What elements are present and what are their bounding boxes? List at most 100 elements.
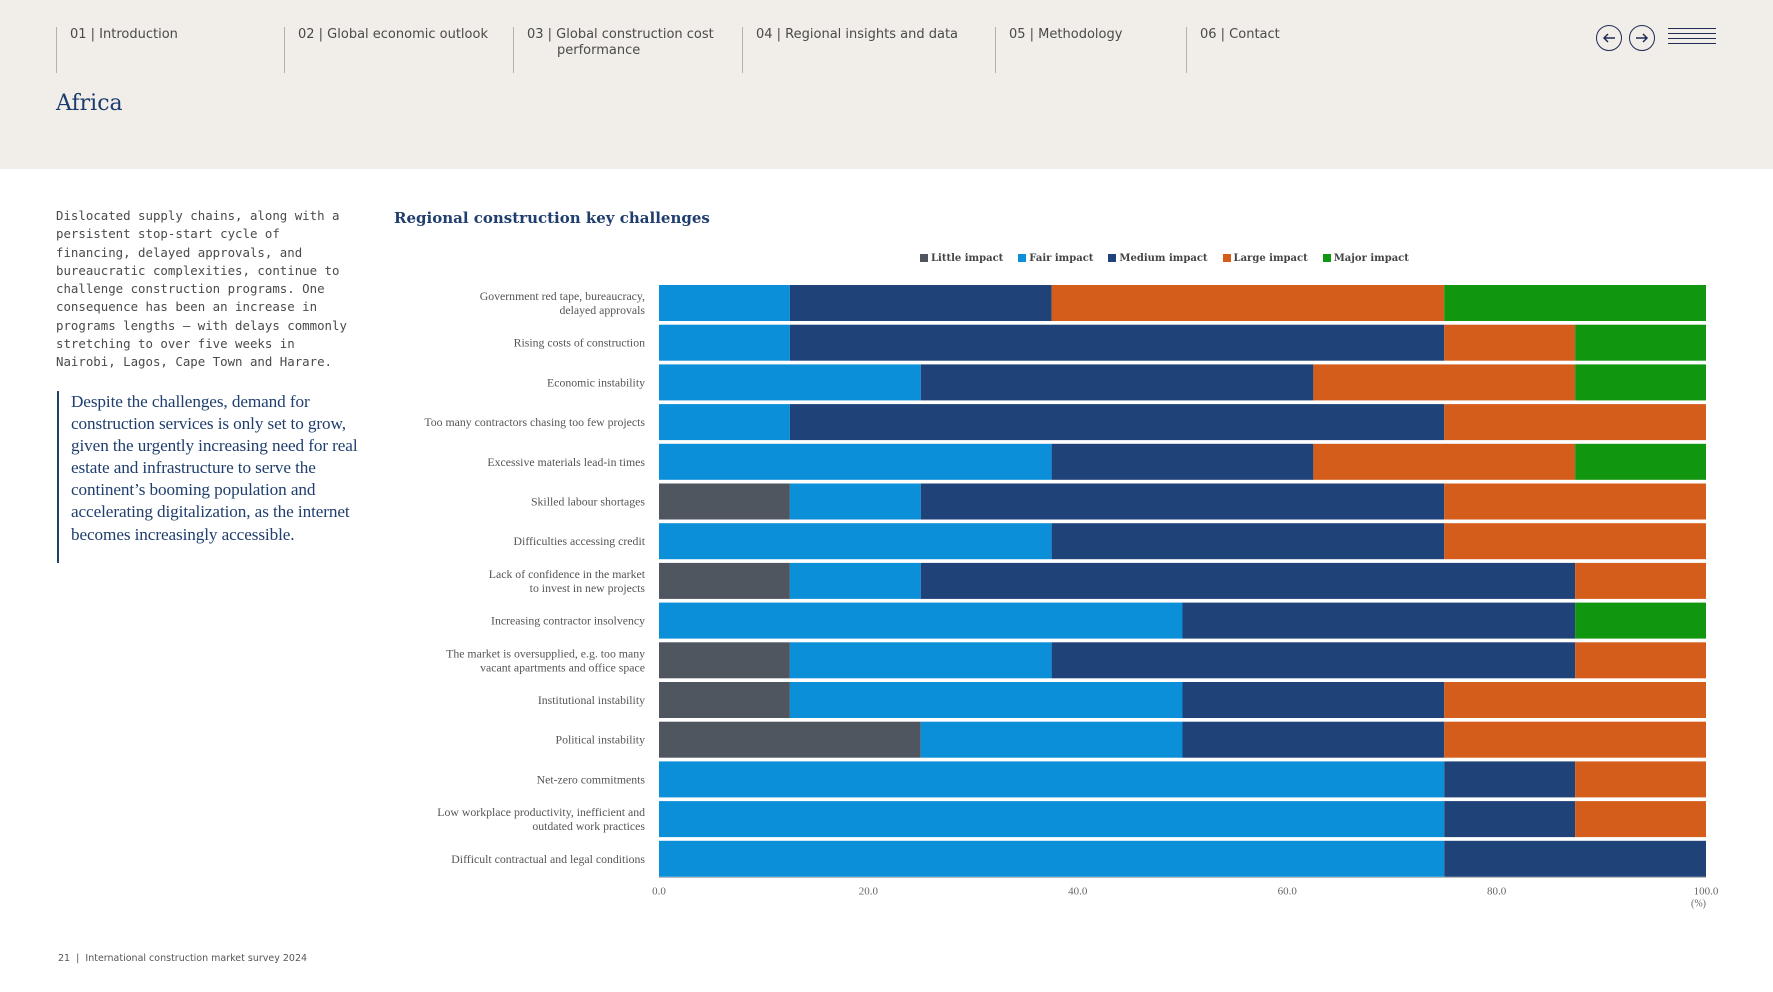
nav-item-contact[interactable]: 06 | Contact bbox=[1186, 27, 1336, 73]
bar-segment-fair bbox=[659, 840, 1445, 877]
bar-segment-fair bbox=[659, 602, 1183, 639]
bar-segment-large bbox=[1575, 642, 1706, 679]
bar-segment-fair bbox=[659, 443, 1052, 480]
nav-label-cont: performance bbox=[557, 43, 641, 58]
page-title: Africa bbox=[56, 91, 123, 116]
bar-segment-large bbox=[1313, 443, 1576, 480]
category-label: Too many contractors chasing too few pro… bbox=[424, 415, 645, 429]
bar-segment-large bbox=[1444, 523, 1706, 560]
footer-publication: International construction market survey… bbox=[85, 953, 308, 964]
legend-label: Major impact bbox=[1333, 252, 1409, 264]
bar-segment-large bbox=[1444, 721, 1706, 758]
category-label: outdated work practices bbox=[532, 819, 645, 833]
bar-segment-medium bbox=[789, 404, 1445, 441]
category-label: Skilled labour shortages bbox=[531, 495, 645, 509]
category-label: Low workplace productivity, inefficient … bbox=[437, 805, 645, 819]
nav-label: 06 | Contact bbox=[1200, 27, 1280, 42]
bar-segment-fair bbox=[659, 801, 1445, 838]
x-tick-label: 60.0 bbox=[1278, 886, 1298, 898]
x-tick-label: 0.0 bbox=[652, 886, 666, 898]
legend-swatch bbox=[1222, 254, 1231, 262]
bar-segment-medium bbox=[1444, 801, 1576, 838]
header-band: 01 | Introduction 02 | Global economic o… bbox=[0, 0, 1773, 169]
bar-segment-little bbox=[659, 562, 790, 599]
bar-segment-large bbox=[1575, 761, 1706, 798]
category-label: Difficulties accessing credit bbox=[514, 534, 646, 548]
bar-segment-little bbox=[659, 682, 790, 718]
bar-segment-medium bbox=[920, 562, 1576, 599]
nav-item-economic-outlook[interactable]: 02 | Global economic outlook bbox=[284, 27, 504, 73]
legend-label: Large impact bbox=[1233, 252, 1308, 264]
category-label: Government red tape, bureaucracy, bbox=[480, 289, 645, 303]
bar-segment-large bbox=[1575, 562, 1706, 599]
pull-quote-text: Despite the challenges, demand for const… bbox=[71, 392, 358, 544]
legend-item-medium: Medium impact bbox=[1108, 251, 1208, 265]
bar-segment-little bbox=[659, 721, 921, 758]
bar-segment-major bbox=[1444, 285, 1706, 321]
category-label: Economic instability bbox=[547, 375, 645, 389]
bar-segment-fair bbox=[789, 642, 1052, 679]
bar-segment-medium bbox=[1444, 761, 1576, 798]
next-page-button[interactable] bbox=[1629, 25, 1655, 51]
bar-segment-large bbox=[1575, 801, 1706, 838]
legend-swatch bbox=[1322, 254, 1331, 262]
legend-label: Little impact bbox=[931, 252, 1004, 264]
legend-swatch bbox=[920, 254, 928, 262]
intro-paragraph: Dislocated supply chains, along with a p… bbox=[56, 208, 347, 370]
bar-segment-little bbox=[659, 642, 790, 679]
nav-label: 04 | Regional insights and data bbox=[756, 27, 959, 42]
x-tick-label: 20.0 bbox=[859, 886, 879, 898]
chart-title: Regional construction key challenges bbox=[394, 209, 710, 227]
category-label: Net-zero commitments bbox=[537, 772, 646, 786]
previous-page-button[interactable] bbox=[1596, 25, 1622, 51]
bar-segment-fair bbox=[920, 721, 1183, 758]
category-label: Difficult contractual and legal conditio… bbox=[451, 852, 645, 866]
category-label: Lack of confidence in the market bbox=[489, 567, 646, 581]
bar-segment-large bbox=[1444, 324, 1576, 361]
pull-quote: Despite the challenges, demand for const… bbox=[57, 391, 369, 563]
nav-item-regional-insights[interactable]: 04 | Regional insights and data bbox=[742, 27, 972, 73]
bar-segment-medium bbox=[1051, 523, 1445, 560]
arrow-left-icon bbox=[1602, 33, 1615, 43]
bar-segment-fair bbox=[659, 404, 790, 441]
legend-item-major: Major impact bbox=[1322, 251, 1409, 265]
legend-swatch bbox=[1108, 254, 1117, 262]
category-label: Excessive materials lead-in times bbox=[487, 455, 645, 469]
bar-segment-little bbox=[659, 483, 790, 520]
bar-segment-major bbox=[1575, 324, 1706, 361]
menu-icon[interactable] bbox=[1668, 28, 1716, 50]
arrow-right-icon bbox=[1636, 33, 1649, 43]
bar-segment-medium bbox=[789, 285, 1052, 321]
bar-segment-medium bbox=[1182, 721, 1445, 758]
category-label: Political instability bbox=[556, 733, 646, 747]
category-label: Institutional instability bbox=[538, 693, 645, 707]
x-tick-label: 80.0 bbox=[1487, 886, 1507, 898]
legend-swatch bbox=[1018, 254, 1027, 262]
bar-segment-medium bbox=[920, 364, 1314, 401]
bar-segment-medium bbox=[1051, 443, 1314, 480]
legend-item-large: Large impact bbox=[1222, 251, 1308, 265]
bar-segment-major bbox=[1575, 443, 1706, 480]
bar-segment-fair bbox=[789, 483, 921, 520]
nav-label: 05 | Methodology bbox=[1009, 27, 1123, 42]
bar-segment-major bbox=[1575, 364, 1706, 401]
nav-label: 01 | Introduction bbox=[70, 27, 178, 42]
legend-item-fair: Fair impact bbox=[1018, 251, 1093, 265]
bar-segment-medium bbox=[1182, 682, 1445, 718]
x-tick-label: 40.0 bbox=[1068, 886, 1088, 898]
nav-item-cost-performance[interactable]: 03 | Global construction cost performance bbox=[513, 27, 733, 73]
nav-item-methodology[interactable]: 05 | Methodology bbox=[995, 27, 1175, 73]
legend-item-little: Little impact bbox=[920, 251, 1003, 265]
bar-segment-medium bbox=[1051, 642, 1576, 679]
x-tick-label: 100.0 bbox=[1694, 886, 1719, 898]
bar-segment-large bbox=[1051, 285, 1445, 321]
legend-label: Medium impact bbox=[1119, 252, 1208, 264]
bar-segment-medium bbox=[1444, 840, 1706, 877]
bar-segment-fair bbox=[789, 562, 921, 599]
nav-item-introduction[interactable]: 01 | Introduction bbox=[56, 27, 256, 73]
bar-segment-large bbox=[1444, 682, 1706, 718]
nav-label: 03 | Global construction cost bbox=[527, 27, 714, 42]
bar-segment-medium bbox=[1182, 602, 1576, 639]
category-label: vacant apartments and office space bbox=[480, 660, 645, 674]
